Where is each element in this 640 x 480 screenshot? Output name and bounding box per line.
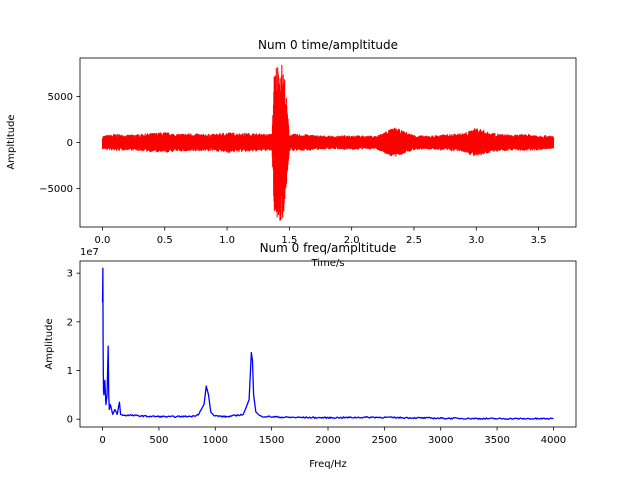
top-y-tick-label: −5000 [39, 184, 73, 195]
top-x-tick-label: 2.0 [344, 235, 360, 246]
freq-x-ticks: 0 500 1000 1500 2000 2500 3000 3500 4000 [99, 427, 566, 446]
bot-y-tick-label: 3 [67, 269, 73, 280]
top-x-tick-label: 0.0 [94, 235, 110, 246]
time-y-ticks: −5000 0 5000 [39, 92, 80, 195]
top-x-tick-label: 1.0 [219, 235, 235, 246]
bot-x-tick-label: 3500 [484, 435, 509, 446]
freq-y-offset-label: 1e7 [80, 247, 99, 258]
bot-y-tick-label: 0 [67, 415, 73, 426]
top-x-tick-label: 0.5 [157, 235, 173, 246]
time-x-ticks: 0.0 0.5 1.0 1.5 2.0 2.5 3.0 3.5 [94, 227, 547, 246]
bot-x-tick-label: 4000 [541, 435, 566, 446]
bot-x-tick-label: 1000 [203, 435, 228, 446]
time-amplitude-plot-area [101, 64, 555, 221]
time-y-axis-label: Ampltitude [6, 114, 17, 169]
top-x-tick-label: 1.5 [281, 235, 297, 246]
bot-x-tick-label: 3000 [428, 435, 453, 446]
bot-x-tick-label: 2500 [372, 435, 397, 446]
top-x-tick-label: 3.5 [531, 235, 547, 246]
bot-y-tick-label: 2 [67, 317, 73, 328]
frequency-domain-chart: 0 500 1000 1500 2000 2500 3000 3500 4000 0 1 2 3 1e… [44, 241, 577, 470]
freq-y-axis-label: Amplitude [44, 318, 55, 369]
freq-x-axis-label: Freq/Hz [309, 459, 347, 470]
time-chart-title: Num 0 time/ampltitude [258, 38, 398, 52]
top-y-tick-label: 5000 [48, 92, 73, 103]
time-x-axis-label: Time/s [310, 258, 344, 269]
freq-y-ticks: 0 1 2 3 [67, 269, 80, 426]
freq-chart-title: Num 0 freq/ampltitude [260, 241, 397, 255]
bot-x-tick-label: 2000 [315, 435, 340, 446]
frequency-amplitude-plot-area [101, 267, 554, 420]
time-domain-chart: 0.0 0.5 1.0 1.5 2.0 2.5 3.0 3.5 −5000 0 5000 Num … [6, 38, 577, 269]
time-amplitude-series-line [101, 64, 555, 221]
bot-x-tick-label: 1500 [259, 435, 284, 446]
top-x-tick-label: 3.0 [468, 235, 484, 246]
frequency-amplitude-series-line [101, 267, 554, 420]
bot-x-tick-label: 500 [149, 435, 168, 446]
top-y-tick-label: 0 [67, 138, 73, 149]
bot-x-tick-label: 0 [99, 435, 105, 446]
top-x-tick-label: 2.5 [406, 235, 422, 246]
bot-y-tick-label: 1 [67, 366, 73, 377]
